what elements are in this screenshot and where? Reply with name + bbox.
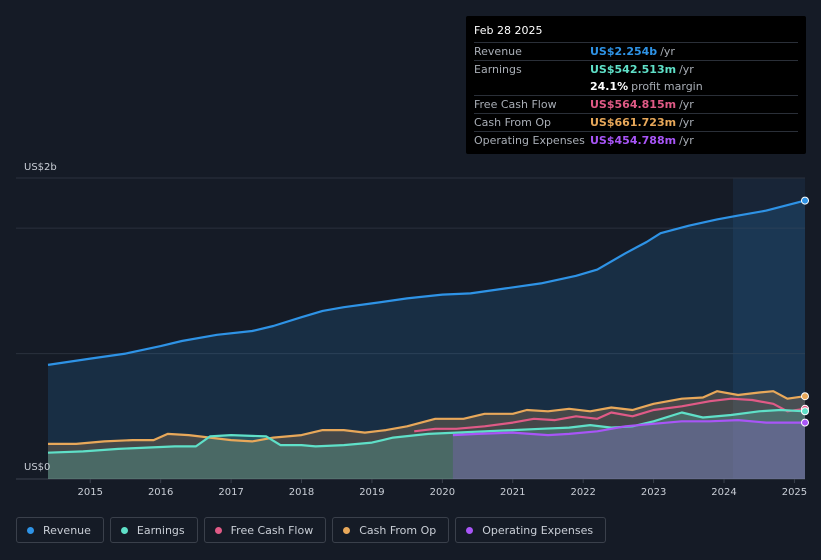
x-tick-label: 2017 <box>218 487 243 498</box>
tooltip-row: Free Cash Flow US$564.815m/yr <box>474 95 798 113</box>
operating-expenses-endpoint <box>801 418 809 427</box>
tooltip-rows: Revenue US$2.254b/yr Earnings US$542.513m/y… <box>474 42 798 149</box>
tooltip-row-label: Operating Expenses <box>474 134 585 147</box>
x-tick-label: 2016 <box>148 487 173 498</box>
series-lines <box>47 199 806 454</box>
legend-label: Cash From Op <box>359 523 437 537</box>
tooltip-row: Operating Expenses US$454.788m/yr <box>474 131 798 149</box>
x-tick-label: 2019 <box>359 487 384 498</box>
tooltip-panel: Feb 28 2025 Revenue US$2.254b/yr Earnings U… <box>466 16 806 154</box>
tooltip-row-value: 24.1% <box>590 80 629 93</box>
x-axis-ticks: 2015 2016 2017 2018 2019 2020 2021 2022 2023 2024… <box>78 479 807 498</box>
tooltip-row: Revenue US$2.254b/yr <box>474 42 798 60</box>
cash-from-op-endpoint <box>801 392 809 401</box>
tooltip-row: Cash From Op US$661.723m/yr <box>474 113 798 131</box>
legend-item-earnings[interactable]: Earnings <box>109 517 198 543</box>
legend-item-cash-from-op[interactable]: Cash From Op <box>332 517 450 543</box>
tooltip-row-label: Free Cash Flow <box>474 98 557 111</box>
tooltip-row-label <box>474 78 590 95</box>
tooltip-row-unit: /yr <box>679 98 694 111</box>
x-tick-label: 2021 <box>500 487 525 498</box>
tooltip-row-label: Revenue <box>474 45 522 58</box>
tooltip-row-unit: profit margin <box>631 80 703 93</box>
revenue-line <box>47 199 806 366</box>
tooltip-row-unit: /yr <box>679 134 694 147</box>
legend-label: Free Cash Flow <box>230 523 314 537</box>
tooltip-row-value: US$542.513m <box>590 63 677 76</box>
tooltip-row-label: Cash From Op <box>474 116 552 129</box>
earnings-endpoint <box>801 407 809 416</box>
y-top-label: US$2b <box>24 162 57 173</box>
revenue-endpoint <box>801 196 809 205</box>
x-tick-label: 2024 <box>711 487 736 498</box>
operating-expenses-line <box>452 419 805 437</box>
y-bottom-label: US$0 <box>24 462 50 473</box>
tooltip-row-value: US$661.723m <box>590 116 677 129</box>
legend-dot-icon <box>466 526 474 534</box>
free-cash-flow-line <box>414 397 806 433</box>
tooltip-row: Earnings US$542.513m/yr <box>474 60 798 78</box>
legend-item-revenue[interactable]: Revenue <box>16 517 104 543</box>
legend-label: Revenue <box>43 523 91 537</box>
series-endpoints <box>801 196 809 427</box>
cash-from-op-line <box>48 390 806 445</box>
legend-item-free-cash-flow[interactable]: Free Cash Flow <box>203 517 327 543</box>
earnings-area <box>48 410 805 479</box>
x-tick-label: 2023 <box>641 487 666 498</box>
tooltip-row: 24.1% profit margin <box>474 78 798 95</box>
legend-dot-icon <box>120 526 128 534</box>
x-tick-label: 2015 <box>78 487 103 498</box>
legend-dot-icon <box>27 526 34 534</box>
legend-item-operating-expenses[interactable]: Operating Expenses <box>455 517 607 543</box>
x-tick-label: 2025 <box>782 487 807 498</box>
tooltip-row-value: US$454.788m <box>590 134 677 147</box>
legend-label: Earnings <box>136 523 185 537</box>
revenue-area <box>48 200 805 479</box>
x-tick-label: 2018 <box>289 487 314 498</box>
tooltip-row-unit: /yr <box>679 63 694 76</box>
legend-label: Operating Expenses <box>482 523 594 537</box>
tooltip-row-value: US$2.254b <box>590 45 658 58</box>
tooltip-row-unit: /yr <box>679 116 694 129</box>
legend-dot-icon <box>214 526 222 534</box>
legend: Revenue Earnings Free Cash Flow Cash From O… <box>16 517 607 543</box>
tooltip-row-unit: /yr <box>660 45 675 58</box>
grid-lines <box>16 177 805 480</box>
earnings-line <box>47 408 806 454</box>
x-tick-label: 2020 <box>430 487 455 498</box>
tooltip-row-label: Earnings <box>474 63 522 76</box>
tooltip-date: Feb 28 2025 <box>474 24 543 37</box>
legend-dot-icon <box>343 526 351 534</box>
tooltip-row-value: US$564.815m <box>590 98 677 111</box>
x-tick-label: 2022 <box>570 487 595 498</box>
